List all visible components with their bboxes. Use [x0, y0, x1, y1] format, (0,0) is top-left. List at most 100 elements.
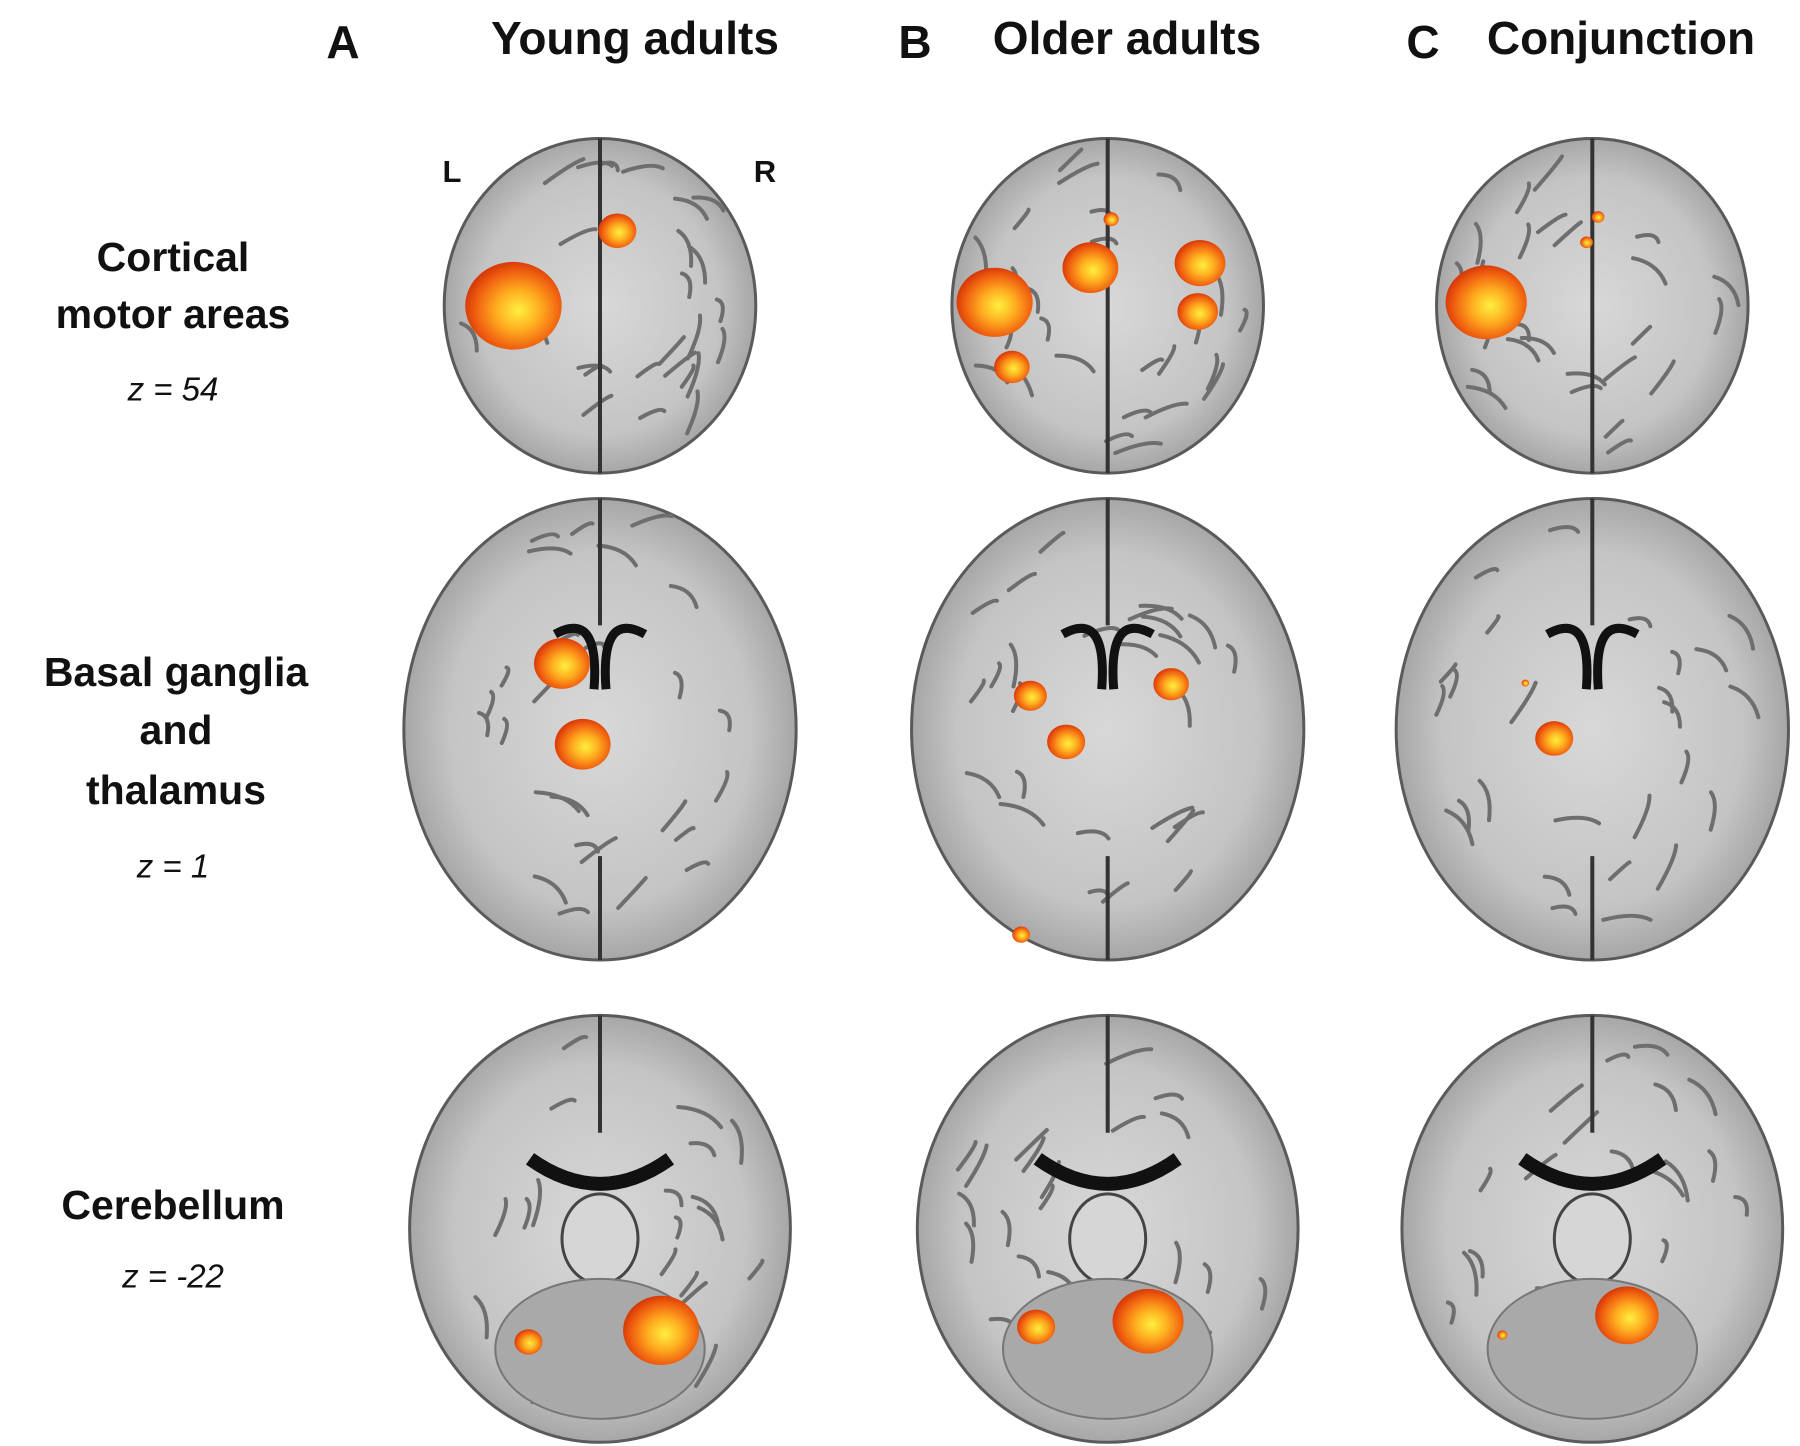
row-label: motor areas: [56, 291, 291, 337]
sulcus: [1113, 441, 1163, 456]
slice-label: z = 54: [127, 371, 219, 408]
sulcus: [679, 271, 693, 300]
sulcus: [1173, 1240, 1182, 1285]
activation: [1174, 240, 1226, 287]
sulcus: [1478, 1166, 1493, 1193]
sulcus: [529, 532, 560, 543]
sulcus: [660, 799, 688, 833]
panel-letter: C: [1406, 16, 1439, 68]
brain-slice: [1394, 496, 1790, 962]
sulcus: [1438, 662, 1458, 684]
sulcus: [1016, 1254, 1041, 1279]
sulcus: [714, 297, 725, 324]
sulcus: [1159, 1111, 1191, 1140]
column-title: Young adults: [491, 12, 779, 64]
sulcus: [1039, 316, 1052, 342]
sulcus: [1157, 344, 1177, 376]
column-title: Conjunction: [1487, 12, 1755, 64]
sulcus: [1205, 352, 1220, 391]
activation: [1103, 212, 1119, 227]
sulcus: [1156, 172, 1183, 193]
sulcus: [668, 583, 699, 610]
brain-slice: [1400, 1013, 1785, 1444]
sulcus: [685, 389, 700, 436]
sulcus: [1728, 684, 1761, 720]
brain-slices: [402, 136, 1790, 1444]
sulcus: [1104, 1047, 1154, 1066]
sulcus: [1562, 1110, 1600, 1145]
sulcus: [570, 521, 595, 537]
sulcus: [1158, 633, 1201, 665]
midbrain: [1033, 1153, 1182, 1191]
sulcus: [989, 661, 1003, 689]
activation: [1017, 1309, 1056, 1345]
activation: [1177, 293, 1218, 330]
right-marker: R: [754, 154, 776, 189]
ventricle: [1545, 623, 1640, 690]
sulcus: [1657, 685, 1675, 714]
brainstem: [560, 1192, 640, 1286]
sulcus: [1202, 1262, 1213, 1294]
sulcus: [1462, 1250, 1479, 1297]
sulcus: [638, 407, 667, 420]
activation: [1062, 242, 1119, 294]
activation: [1153, 668, 1189, 701]
sulcus: [1707, 1149, 1718, 1183]
sulcus: [1110, 1114, 1146, 1133]
sulcus: [673, 1215, 683, 1240]
sulcus: [526, 546, 573, 556]
sulcus: [1550, 904, 1578, 916]
activation: [514, 1329, 543, 1355]
activation: [1535, 721, 1574, 756]
sulcus: [1014, 769, 1027, 799]
sulcus: [1517, 222, 1532, 260]
sulcus: [579, 836, 618, 865]
sulcus: [1515, 181, 1532, 215]
sulcus: [679, 1280, 708, 1306]
activation: [1591, 211, 1605, 223]
sulcus: [1008, 642, 1019, 689]
sulcus: [1670, 649, 1682, 676]
sulcus: [1727, 613, 1756, 651]
sulcus: [1006, 571, 1037, 593]
sulcus: [1542, 874, 1572, 897]
left-marker: L: [443, 154, 462, 189]
sulcus: [663, 350, 698, 378]
sulcus: [522, 1196, 532, 1230]
sulcus: [1467, 1248, 1485, 1279]
sulcus: [657, 335, 686, 366]
sulcus: [1238, 307, 1249, 333]
sulcus: [583, 363, 605, 377]
brainstem: [1552, 1192, 1632, 1286]
row-label: thalamus: [86, 767, 266, 813]
sulcus: [1140, 357, 1165, 372]
sulcus: [1605, 1052, 1631, 1063]
slice-label: z = 1: [136, 848, 209, 885]
sulcus: [533, 790, 581, 814]
sulcus: [968, 678, 986, 704]
sulcus: [1485, 614, 1501, 635]
sulcus: [1150, 805, 1195, 830]
sulcus: [964, 1221, 976, 1264]
sulcus: [717, 708, 732, 733]
sulcus: [676, 1105, 724, 1130]
sulcus: [1694, 647, 1729, 673]
sulcus: [1606, 438, 1633, 455]
activation: [1445, 265, 1527, 340]
sulcus: [1473, 221, 1483, 265]
sulcus: [1477, 778, 1492, 823]
sulcus: [970, 598, 999, 615]
sulcus: [1733, 1195, 1750, 1217]
activation: [1521, 679, 1530, 687]
sulcus: [1140, 614, 1183, 639]
sulcus: [473, 1295, 489, 1340]
sulcus: [1258, 1276, 1268, 1311]
sulcus: [1173, 869, 1193, 893]
sulcus: [659, 1247, 678, 1277]
midbrain: [1518, 1153, 1667, 1191]
brainstem: [1068, 1192, 1148, 1286]
sulcus: [459, 321, 479, 353]
sulcus: [1679, 749, 1691, 785]
sulcus: [955, 1140, 978, 1172]
sulcus: [532, 874, 568, 905]
